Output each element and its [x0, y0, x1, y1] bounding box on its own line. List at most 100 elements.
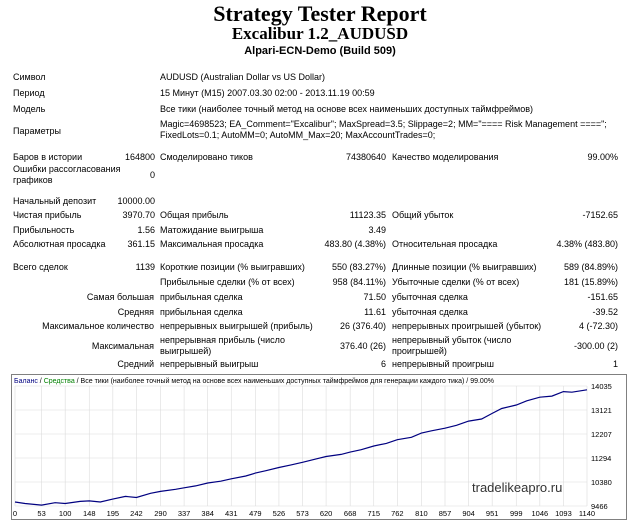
maxdd-label: Максимальная просадка [160, 239, 264, 249]
symbol-label: Символ [13, 72, 46, 82]
maximal-loss-value: -300.00 (2) [573, 341, 618, 351]
pf-label: Прибыльность [13, 225, 75, 235]
x-tick-label: 53 [37, 509, 45, 518]
x-tick-label: 100 [59, 509, 72, 518]
average-profit-value: 11.61 [364, 307, 386, 317]
maxcons-wins-label: непрерывных выигрышей (прибыль) [160, 321, 313, 331]
maxcons-wins-value: 26 (376.40) [339, 321, 386, 331]
loss-trades-label: Убыточные сделки (% от всех) [392, 277, 520, 287]
maxcount-label: Максимальное количество [42, 321, 154, 331]
x-tick-label: 290 [154, 509, 167, 518]
x-tick-label: 999 [510, 509, 523, 518]
x-tick-label: 337 [178, 509, 191, 518]
period-value: 15 Минут (M15) 2007.03.30 02:00 - 2013.1… [160, 88, 375, 98]
average-loss-value: -39.52 [592, 307, 618, 317]
errors-label: Ошибки рассогласования графиков [13, 164, 121, 185]
deposit-label: Начальный депозит [13, 196, 97, 206]
y-tick-label: 11294 [591, 454, 611, 463]
y-tick-label: 14035 [591, 382, 612, 391]
avg-losses-value: 1 [612, 359, 618, 369]
x-tick-label: 715 [367, 509, 380, 518]
avg-wins-label: непрерывный выигрыш [160, 359, 259, 369]
y-tick-label: 12207 [591, 430, 612, 439]
largest-profit-label: прибыльная сделка [160, 292, 243, 302]
grossloss-label: Общий убыток [392, 210, 454, 220]
x-tick-label: 1140 [579, 509, 595, 518]
period-label: Период [13, 88, 45, 98]
quality-value: 99.00% [587, 152, 618, 162]
ticks-value: 74380640 [345, 152, 386, 162]
balance-chart: 0 53 100 148 195 242 290 337 384 431 479 526 573 620 6… [11, 374, 627, 520]
pf-value: 1.56 [137, 225, 155, 235]
legend-balance: Баланс [14, 378, 38, 385]
grossprofit-label: Общая прибыль [160, 210, 229, 220]
expected-label: Матожидание выигрыша [160, 225, 264, 235]
maximal-profit-label: непрерывная прибыль (число выигрышей) [160, 335, 286, 356]
y-tick-label: 13121 [591, 406, 612, 415]
short-label: Короткие позиции (% выигравших) [160, 262, 305, 272]
y-tick-labels: 14035 13121 12207 11294 10380 9466 [591, 382, 612, 511]
x-tick-label: 431 [225, 509, 238, 518]
grossloss-value: -7152.65 [582, 210, 618, 220]
reldd-label: Относительная просадка [392, 239, 498, 249]
model-label: Модель [13, 104, 46, 114]
params-line-1: Magic=4698523; EA_Comment="Excalibur"; M… [160, 119, 607, 129]
errors-value: 0 [149, 170, 155, 180]
largest-loss-value: -151.65 [587, 292, 618, 302]
legend-funds: Средства [44, 378, 75, 385]
x-tick-label: 479 [249, 509, 262, 518]
short-value: 550 (83.27%) [331, 262, 386, 272]
params-line-2: FixedLots=0.1; AutoMM=0; AutoMM_Max=20; … [160, 130, 436, 140]
watermark: tradelikeapro.ru [472, 480, 563, 495]
maximal-loss-label: непрерывный убыток (число проигрышей) [392, 335, 512, 356]
deposit-value: 10000.00 [117, 196, 155, 206]
balance-line [14, 389, 588, 506]
x-tick-label: 668 [344, 509, 357, 518]
model-value: Все тики (наиболее точный метод на основ… [160, 104, 533, 114]
reldd-value: 4.38% (483.80) [556, 239, 618, 249]
absdd-label: Абсолютная просадка [13, 239, 106, 249]
largest-label: Самая большая [86, 292, 154, 302]
quality-label: Качество моделирования [392, 152, 499, 162]
y-tick-label: 10380 [591, 478, 612, 487]
x-tick-label: 242 [130, 509, 143, 518]
largest-loss-label: убыточная сделка [392, 292, 468, 302]
report-subtitle: Excalibur 1.2_AUDUSD [231, 24, 409, 43]
svg-text:Баланс / Средства: Баланс / Средства / Все тики (наиболее т… [14, 377, 494, 385]
largest-profit-value: 71.50 [363, 292, 386, 302]
x-tick-label: 1046 [531, 509, 548, 518]
x-tick-label: 904 [462, 509, 475, 518]
y-tick-label: 9466 [591, 502, 608, 511]
x-tick-label: 195 [107, 509, 120, 518]
maximal-profit-value: 376.40 (26) [339, 341, 386, 351]
x-tick-label: 857 [439, 509, 452, 518]
average-loss-label: убыточная сделка [392, 307, 468, 317]
expected-value: 3.49 [368, 225, 386, 235]
netprofit-value: 3970.70 [122, 210, 155, 220]
bars-value: 164800 [124, 152, 155, 162]
avg-label: Средний [117, 359, 154, 369]
long-value: 589 (84.89%) [563, 262, 618, 272]
x-tick-label: 0 [13, 509, 17, 518]
x-tick-label: 148 [83, 509, 96, 518]
legend-sep: / [40, 378, 42, 385]
avg-wins-value: 6 [380, 359, 386, 369]
x-tick-label: 384 [201, 509, 214, 518]
grossprofit-value: 11123.35 [349, 210, 386, 220]
maxcons-losses-label: непрерывных проигрышей (убыток) [392, 321, 542, 331]
profit-trades-label: Прибыльные сделки (% от всех) [160, 277, 295, 287]
average-label: Средняя [117, 307, 154, 317]
x-tick-label: 951 [486, 509, 499, 518]
server-name: Alpari-ECN-Demo (Build 509) [244, 45, 396, 57]
avg-losses-label: непрерывный проигрыш [392, 359, 494, 369]
profit-trades-value: 958 (84.11%) [332, 277, 386, 287]
maximal-label: Максимальная [91, 341, 154, 351]
chart-grid [14, 385, 588, 507]
loss-trades-value: 181 (15.89%) [563, 277, 618, 287]
params-label: Параметры [13, 126, 61, 136]
x-tick-label: 762 [391, 509, 404, 518]
maxcons-losses-value: 4 (-72.30) [578, 321, 618, 331]
bars-label: Баров в истории [13, 152, 83, 162]
x-tick-labels: 0 53 100 148 195 242 290 337 384 431 479 526 573 620 6… [13, 509, 595, 518]
chart-frame [11, 374, 627, 520]
